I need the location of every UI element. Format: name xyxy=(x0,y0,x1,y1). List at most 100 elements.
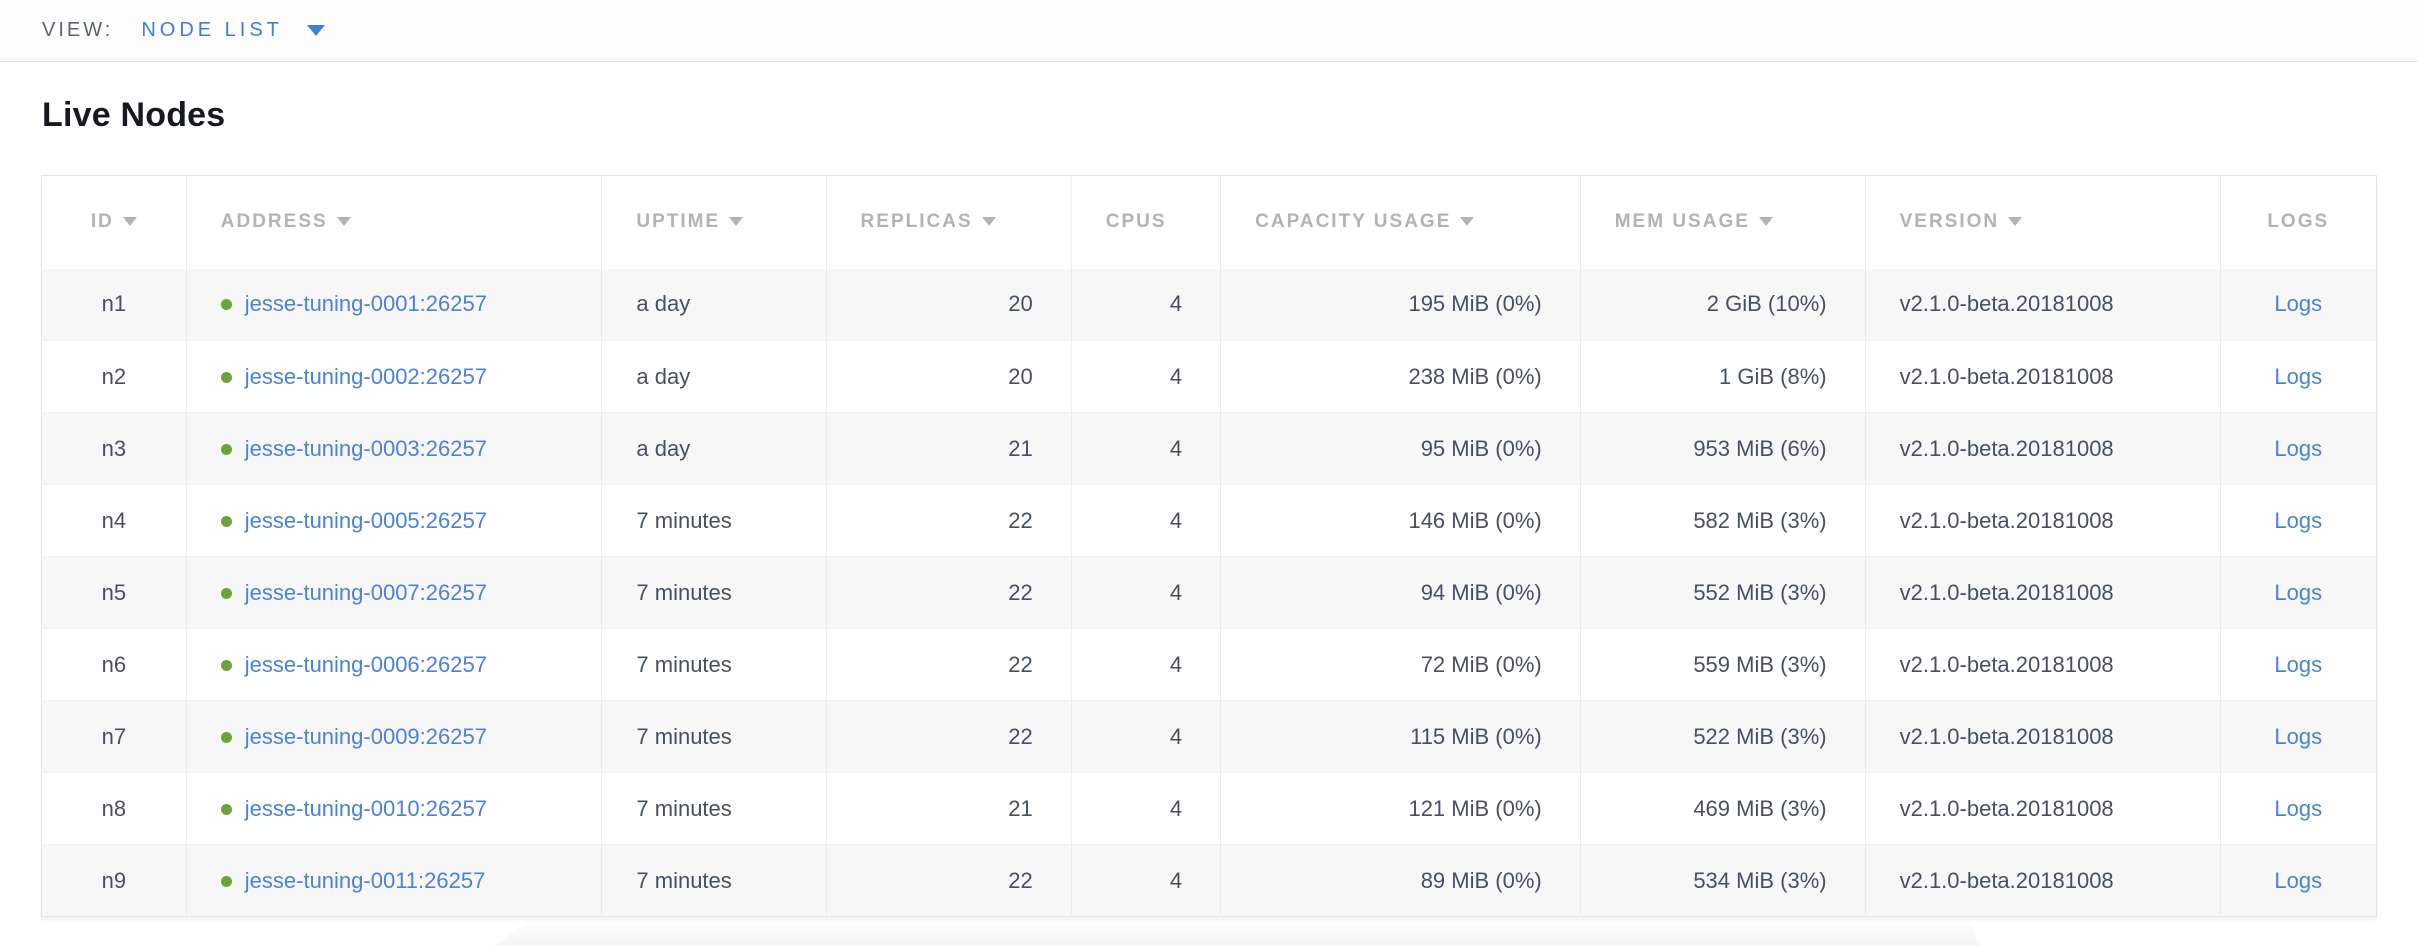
node-cpus-cell: 4 xyxy=(1070,628,1221,701)
node-row: n4 jesse-tuning-0005:26257 7 minutes 22 4 146… xyxy=(41,484,2377,557)
node-mem-usage-cell: 469 MiB (3%) xyxy=(1579,772,1866,845)
node-id-cell: n3 xyxy=(41,412,187,485)
node-version-cell: v2.1.0-beta.20181008 xyxy=(1864,268,2220,341)
node-uptime-cell: a day xyxy=(601,340,827,413)
node-row: n9 jesse-tuning-0011:26257 7 minutes 22 4 89 … xyxy=(41,844,2377,917)
node-address-cell: jesse-tuning-0001:26257 xyxy=(185,268,602,341)
sort-desc-icon xyxy=(729,217,744,227)
view-bar: VIEW: NODE LIST xyxy=(0,0,2418,62)
node-mem-usage-cell: 2 GiB (10%) xyxy=(1579,268,1866,341)
sort-desc-icon xyxy=(2008,217,2023,227)
node-live-status-icon xyxy=(220,587,232,599)
node-logs-link[interactable]: Logs xyxy=(2274,795,2323,821)
node-logs-link[interactable]: Logs xyxy=(2274,507,2323,533)
node-id-cell: n5 xyxy=(41,556,187,629)
view-selected-value: NODE LIST xyxy=(141,19,283,41)
node-mem-usage-cell: 582 MiB (3%) xyxy=(1579,484,1866,557)
node-live-status-icon xyxy=(220,803,232,815)
node-address-link[interactable]: jesse-tuning-0009:26257 xyxy=(244,723,487,749)
node-id-cell: n4 xyxy=(41,484,187,557)
column-header-mem_usage[interactable]: MEM USAGE xyxy=(1579,175,1866,269)
node-address-link[interactable]: jesse-tuning-0006:26257 xyxy=(244,651,487,677)
node-address-link[interactable]: jesse-tuning-0007:26257 xyxy=(244,579,487,605)
node-cpus-cell: 4 xyxy=(1070,844,1221,917)
column-header-version[interactable]: VERSION xyxy=(1864,175,2220,269)
node-logs-link[interactable]: Logs xyxy=(2274,435,2323,461)
node-address-cell: jesse-tuning-0007:26257 xyxy=(185,556,602,629)
node-address-link[interactable]: jesse-tuning-0011:26257 xyxy=(244,867,486,893)
node-replicas-cell: 21 xyxy=(825,772,1072,845)
node-logs-cell: Logs xyxy=(2219,772,2377,845)
page-title: Live Nodes xyxy=(42,96,226,134)
node-address-link[interactable]: jesse-tuning-0005:26257 xyxy=(244,507,487,533)
node-version-cell: v2.1.0-beta.20181008 xyxy=(1864,340,2220,413)
node-live-status-icon xyxy=(220,515,232,527)
node-row: n8 jesse-tuning-0010:26257 7 minutes 21 4 121… xyxy=(41,772,2377,845)
node-address-cell: jesse-tuning-0009:26257 xyxy=(185,700,602,773)
node-mem-usage-cell: 953 MiB (6%) xyxy=(1579,412,1866,485)
node-logs-link[interactable]: Logs xyxy=(2274,579,2323,605)
node-uptime-cell: 7 minutes xyxy=(601,556,827,629)
below-fold-shadow xyxy=(494,918,1979,946)
node-address-link[interactable]: jesse-tuning-0002:26257 xyxy=(244,363,487,389)
column-header-label: LOGS xyxy=(2267,211,2330,233)
node-logs-cell: Logs xyxy=(2219,700,2377,773)
node-replicas-cell: 21 xyxy=(825,412,1072,485)
node-version-cell: v2.1.0-beta.20181008 xyxy=(1864,844,2220,917)
node-logs-link[interactable]: Logs xyxy=(2274,291,2323,317)
node-address-cell: jesse-tuning-0006:26257 xyxy=(185,628,602,701)
node-uptime-cell: 7 minutes xyxy=(601,844,827,917)
node-uptime-cell: 7 minutes xyxy=(601,772,827,845)
node-address-cell: jesse-tuning-0011:26257 xyxy=(185,844,602,917)
node-mem-usage-cell: 522 MiB (3%) xyxy=(1579,700,1866,773)
column-header-id[interactable]: ID xyxy=(41,175,187,269)
column-header-replicas[interactable]: REPLICAS xyxy=(825,175,1072,269)
node-row: n6 jesse-tuning-0006:26257 7 minutes 22 4 72 … xyxy=(41,628,2377,701)
node-version-cell: v2.1.0-beta.20181008 xyxy=(1864,772,2220,845)
column-header-label: UPTIME xyxy=(636,211,721,233)
node-logs-cell: Logs xyxy=(2219,844,2377,917)
node-logs-link[interactable]: Logs xyxy=(2274,867,2323,893)
node-capacity-usage-cell: 238 MiB (0%) xyxy=(1220,340,1581,413)
sort-desc-icon xyxy=(336,217,351,227)
node-id-cell: n9 xyxy=(41,844,187,917)
node-replicas-cell: 20 xyxy=(825,268,1072,341)
node-logs-cell: Logs xyxy=(2219,628,2377,701)
node-address-link[interactable]: jesse-tuning-0001:26257 xyxy=(244,291,487,317)
column-header-uptime[interactable]: UPTIME xyxy=(601,175,827,269)
node-logs-link[interactable]: Logs xyxy=(2274,651,2323,677)
node-logs-link[interactable]: Logs xyxy=(2274,363,2323,389)
node-live-status-icon xyxy=(220,299,232,311)
node-uptime-cell: 7 minutes xyxy=(601,628,827,701)
node-row: n7 jesse-tuning-0009:26257 7 minutes 22 4 115… xyxy=(41,700,2377,773)
node-mem-usage-cell: 534 MiB (3%) xyxy=(1579,844,1866,917)
node-version-cell: v2.1.0-beta.20181008 xyxy=(1864,628,2220,701)
column-header-capacity_usage[interactable]: CAPACITY USAGE xyxy=(1220,175,1581,269)
node-row: n2 jesse-tuning-0002:26257 a day 20 4 238 MiB… xyxy=(41,340,2377,413)
node-version-cell: v2.1.0-beta.20181008 xyxy=(1864,484,2220,557)
sort-desc-icon xyxy=(1460,217,1475,227)
node-mem-usage-cell: 1 GiB (8%) xyxy=(1579,340,1866,413)
node-id-cell: n8 xyxy=(41,772,187,845)
node-logs-cell: Logs xyxy=(2219,340,2377,413)
node-mem-usage-cell: 559 MiB (3%) xyxy=(1579,628,1866,701)
node-address-link[interactable]: jesse-tuning-0003:26257 xyxy=(244,435,487,461)
column-header-address[interactable]: ADDRESS xyxy=(185,175,602,269)
node-cpus-cell: 4 xyxy=(1070,484,1221,557)
node-cpus-cell: 4 xyxy=(1070,700,1221,773)
node-address-cell: jesse-tuning-0010:26257 xyxy=(185,772,602,845)
node-replicas-cell: 22 xyxy=(825,844,1072,917)
node-logs-link[interactable]: Logs xyxy=(2274,723,2323,749)
node-uptime-cell: a day xyxy=(601,412,827,485)
node-live-status-icon xyxy=(220,659,232,671)
column-header-label: REPLICAS xyxy=(860,211,973,233)
view-selector-dropdown[interactable]: NODE LIST xyxy=(141,19,325,42)
node-address-link[interactable]: jesse-tuning-0010:26257 xyxy=(244,795,487,821)
column-header-label: ADDRESS xyxy=(220,211,328,233)
table-header-row: ID ADDRESS UPTIME REPLICAS CPUS CAPACITY USAG… xyxy=(41,175,2377,269)
node-cpus-cell: 4 xyxy=(1070,268,1221,341)
node-live-status-icon xyxy=(220,875,232,887)
node-cpus-cell: 4 xyxy=(1070,772,1221,845)
node-capacity-usage-cell: 115 MiB (0%) xyxy=(1220,700,1581,773)
node-id-cell: n2 xyxy=(41,340,187,413)
